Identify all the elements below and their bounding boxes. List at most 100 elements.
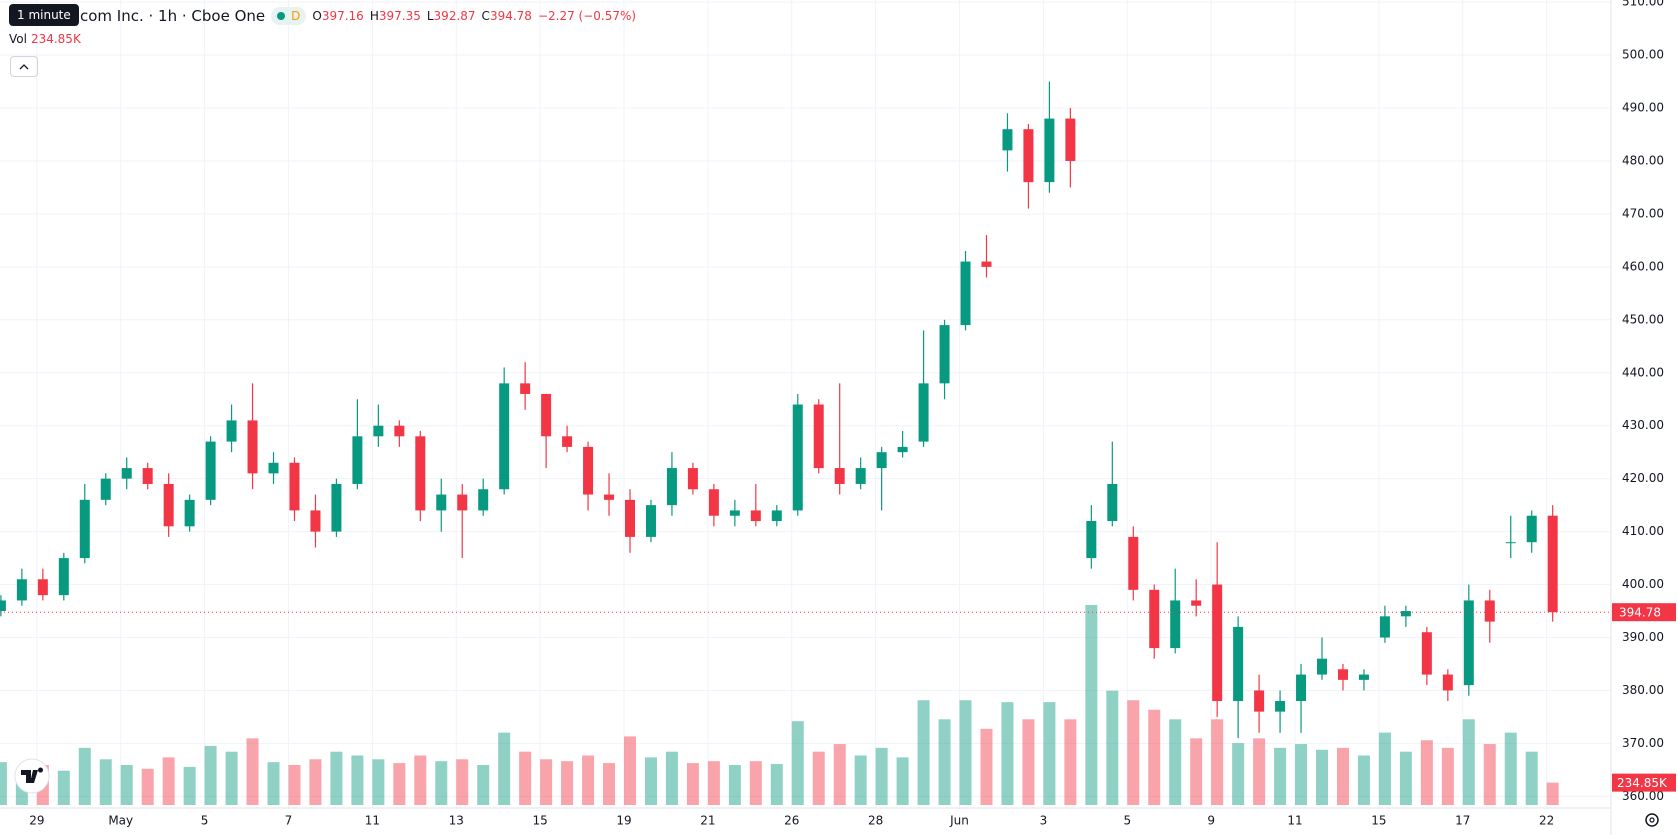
volume-bar bbox=[0, 762, 7, 805]
volume-tag-label: 234.85K bbox=[1617, 776, 1668, 790]
candle-body bbox=[771, 510, 782, 522]
volume-bar bbox=[267, 762, 280, 805]
x-tick-label: 5 bbox=[201, 814, 209, 828]
candle-body bbox=[499, 383, 510, 490]
candle-body bbox=[750, 510, 761, 522]
candle-body bbox=[1463, 600, 1474, 686]
settings-icon[interactable] bbox=[1645, 813, 1659, 827]
candle-body bbox=[939, 325, 950, 384]
y-tick-label: 360.00 bbox=[1622, 789, 1664, 803]
collapse-button[interactable] bbox=[10, 56, 38, 77]
candle-body bbox=[918, 383, 929, 442]
volume-bar bbox=[393, 763, 406, 805]
candle-body bbox=[583, 446, 594, 495]
volume-bar bbox=[1378, 732, 1391, 805]
candle-body bbox=[415, 436, 426, 511]
candle-body bbox=[58, 558, 69, 596]
candle-body bbox=[792, 404, 803, 511]
candle-body bbox=[960, 261, 971, 326]
volume-bar bbox=[57, 770, 70, 805]
x-tick-label: 13 bbox=[449, 814, 464, 828]
volume-bar bbox=[1441, 747, 1454, 805]
volume-bar bbox=[791, 721, 804, 805]
x-tick-label: 11 bbox=[1287, 814, 1302, 828]
ohlc-key: C bbox=[481, 9, 490, 23]
x-tick-label: 9 bbox=[1207, 814, 1215, 828]
ohlc-values: O397.16 H397.35 L392.87 C394.78 −2.27 (−0.57… bbox=[312, 9, 636, 23]
volume-bar bbox=[330, 751, 343, 805]
volume-bar bbox=[959, 700, 972, 805]
candle-body bbox=[1170, 600, 1181, 649]
volume-bar bbox=[707, 761, 720, 805]
candle-body bbox=[1086, 521, 1097, 559]
candle-body bbox=[1379, 616, 1390, 638]
candle-body bbox=[666, 468, 677, 506]
volume-bar bbox=[1169, 719, 1182, 805]
y-tick-label: 510.00 bbox=[1622, 0, 1664, 9]
candle-body bbox=[1317, 658, 1328, 675]
volume-bar bbox=[456, 759, 469, 805]
ohlc-value: 394.78 bbox=[489, 9, 532, 23]
volume-bar bbox=[1085, 605, 1098, 805]
candle-body bbox=[813, 404, 824, 469]
volume-bar bbox=[1232, 743, 1245, 805]
volume-bar bbox=[603, 763, 616, 805]
y-tick-label: 470.00 bbox=[1622, 206, 1664, 220]
volume-bar bbox=[1043, 702, 1056, 805]
candle-body bbox=[1128, 536, 1139, 590]
candle-body bbox=[1400, 611, 1411, 617]
volume-title: Vol bbox=[9, 32, 27, 46]
candle-body bbox=[562, 436, 573, 447]
volume-bar bbox=[288, 765, 301, 805]
candle-body bbox=[625, 499, 635, 537]
logo[interactable] bbox=[14, 758, 50, 794]
volume-bar bbox=[1106, 690, 1119, 805]
candle-body bbox=[100, 478, 111, 500]
volume-bar bbox=[980, 728, 993, 805]
candle-body bbox=[1337, 669, 1348, 680]
candle-body bbox=[310, 510, 321, 532]
candle-body bbox=[457, 494, 468, 511]
volume-bar bbox=[1483, 744, 1496, 805]
candle-body bbox=[268, 462, 279, 474]
market-status[interactable]: D bbox=[271, 7, 307, 25]
y-tick-label: 430.00 bbox=[1622, 418, 1664, 432]
candle-body bbox=[1023, 129, 1034, 183]
grid-layer bbox=[0, 0, 1611, 808]
candle-body bbox=[1296, 674, 1307, 702]
candle-body bbox=[1254, 690, 1265, 712]
volume-bar bbox=[1336, 747, 1349, 805]
x-tick-label: 7 bbox=[285, 814, 293, 828]
candle-body bbox=[478, 489, 489, 511]
candle-body bbox=[1421, 632, 1432, 675]
y-tick-label: 490.00 bbox=[1622, 101, 1664, 115]
candle-body bbox=[352, 436, 363, 484]
y-tick-label: 440.00 bbox=[1622, 365, 1664, 379]
chevron bbox=[19, 64, 29, 70]
candle-body bbox=[1275, 701, 1286, 712]
volume-bar bbox=[875, 747, 888, 805]
ohlc-key: L bbox=[426, 9, 434, 23]
candle-body bbox=[834, 468, 845, 484]
volume-tag bbox=[1612, 773, 1676, 792]
y-tick-label: 400.00 bbox=[1622, 577, 1664, 591]
badge-text: D bbox=[291, 9, 301, 23]
volume-bar bbox=[1211, 719, 1224, 805]
volume-bar bbox=[686, 763, 699, 805]
candle-body bbox=[687, 468, 698, 490]
volume-bar bbox=[624, 736, 636, 805]
candle-body bbox=[226, 420, 237, 442]
candle-body bbox=[645, 505, 656, 537]
candle-body bbox=[163, 483, 174, 527]
symbol-title[interactable]: com Inc. · 1h · Cboe One bbox=[80, 7, 266, 25]
volume-bar bbox=[204, 745, 217, 805]
x-tick-label: 5 bbox=[1123, 814, 1131, 828]
candle-body bbox=[142, 468, 153, 484]
volume-bar bbox=[519, 751, 532, 805]
volume-bar bbox=[414, 755, 427, 805]
volume-bar bbox=[498, 732, 511, 805]
x-tick-label: 26 bbox=[784, 814, 799, 828]
volume-bar bbox=[1127, 700, 1140, 805]
volume-bar bbox=[1190, 738, 1203, 805]
